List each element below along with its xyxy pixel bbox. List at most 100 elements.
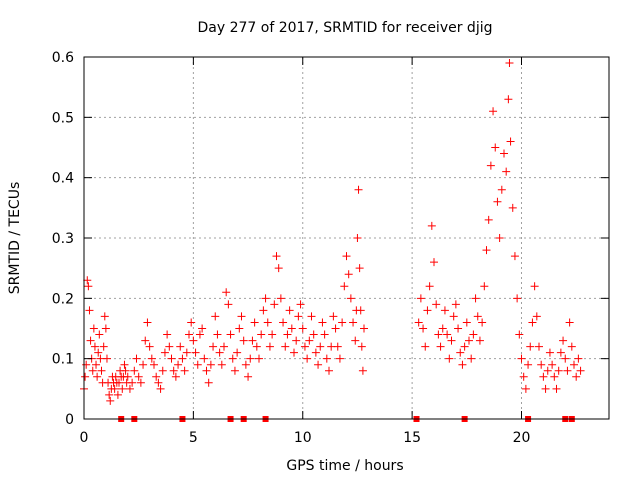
y-tick-label: 0.3 <box>52 231 74 247</box>
data-point <box>495 234 504 242</box>
data-point <box>484 215 493 224</box>
data-point <box>285 306 294 315</box>
data-point <box>246 354 255 363</box>
data-point <box>423 306 432 315</box>
data-point <box>143 318 152 327</box>
data-point <box>228 354 237 363</box>
data-point <box>316 342 325 351</box>
y-tick-label: 0.6 <box>52 50 74 66</box>
data-point <box>576 366 585 375</box>
data-point <box>318 318 327 327</box>
data-point <box>84 282 93 291</box>
data-point <box>354 185 363 194</box>
data-point <box>233 348 242 357</box>
data-point <box>167 354 176 363</box>
data-point <box>545 348 554 357</box>
data-point <box>300 342 309 351</box>
data-point <box>92 360 101 369</box>
data-point <box>220 342 228 351</box>
data-point <box>356 306 365 315</box>
data-point <box>445 354 454 363</box>
data-point <box>458 360 467 369</box>
data-point <box>132 354 141 363</box>
data-point <box>342 252 351 261</box>
data-point <box>294 312 303 321</box>
data-point <box>213 330 222 339</box>
data-point <box>152 372 161 381</box>
data-point <box>467 354 476 363</box>
data-point <box>110 384 119 393</box>
data-point <box>193 360 202 369</box>
data-point <box>465 336 473 345</box>
data-point <box>353 234 362 242</box>
data-point <box>261 294 270 303</box>
data-point <box>322 354 331 363</box>
data-point <box>506 137 515 146</box>
data-point <box>102 354 111 363</box>
data-point <box>537 360 546 369</box>
data-point <box>358 366 367 375</box>
data-point <box>311 348 320 357</box>
data-point <box>307 312 316 321</box>
data-point <box>314 360 323 369</box>
data-point <box>552 384 561 393</box>
data-point <box>250 318 259 327</box>
data-point <box>440 306 449 315</box>
data-point <box>252 342 261 351</box>
data-point <box>100 312 109 321</box>
data-point <box>163 330 172 339</box>
y-tick-label: 0.1 <box>52 352 74 368</box>
data-point <box>502 167 511 176</box>
data-point <box>331 324 340 333</box>
data-point <box>160 348 169 357</box>
data-point <box>349 318 358 327</box>
data-point <box>130 366 139 375</box>
data-point <box>206 360 215 369</box>
data-point <box>519 372 528 381</box>
data-point <box>567 342 576 351</box>
data-point <box>565 318 574 327</box>
data-point <box>427 221 436 230</box>
data-point <box>572 372 581 381</box>
data-point <box>434 330 443 339</box>
data-point <box>357 342 366 351</box>
y-tick-label: 0.4 <box>52 171 74 187</box>
data-point <box>118 384 127 393</box>
data-point <box>559 336 568 345</box>
data-point <box>283 330 292 339</box>
data-point <box>86 336 95 345</box>
data-point <box>574 354 583 363</box>
data-point <box>274 264 283 273</box>
data-point <box>563 366 572 375</box>
data-point <box>99 342 108 351</box>
data-point <box>185 330 193 339</box>
data-point <box>211 312 220 321</box>
data-point <box>535 342 543 351</box>
data-point <box>489 107 498 116</box>
data-point <box>222 288 231 297</box>
data-point <box>338 318 347 327</box>
data-point <box>97 366 106 375</box>
data-point <box>500 149 508 158</box>
data-point <box>200 354 209 363</box>
data-point <box>125 384 134 393</box>
y-tick-label: 0.5 <box>52 110 74 126</box>
data-point <box>82 360 91 369</box>
data-point <box>93 372 102 381</box>
data-point <box>425 282 434 291</box>
data-point <box>515 330 524 339</box>
data-point <box>491 143 500 152</box>
data-point <box>543 366 552 375</box>
data-point <box>471 294 480 303</box>
data-point <box>281 342 290 351</box>
data-point <box>570 360 578 369</box>
data-point <box>486 161 495 170</box>
data-point <box>263 318 272 327</box>
data-point <box>329 312 338 321</box>
data-point <box>136 378 145 387</box>
data-point <box>171 372 180 381</box>
data-point <box>209 342 218 351</box>
data-point <box>279 318 288 327</box>
data-point <box>265 342 274 351</box>
data-point <box>475 336 484 345</box>
